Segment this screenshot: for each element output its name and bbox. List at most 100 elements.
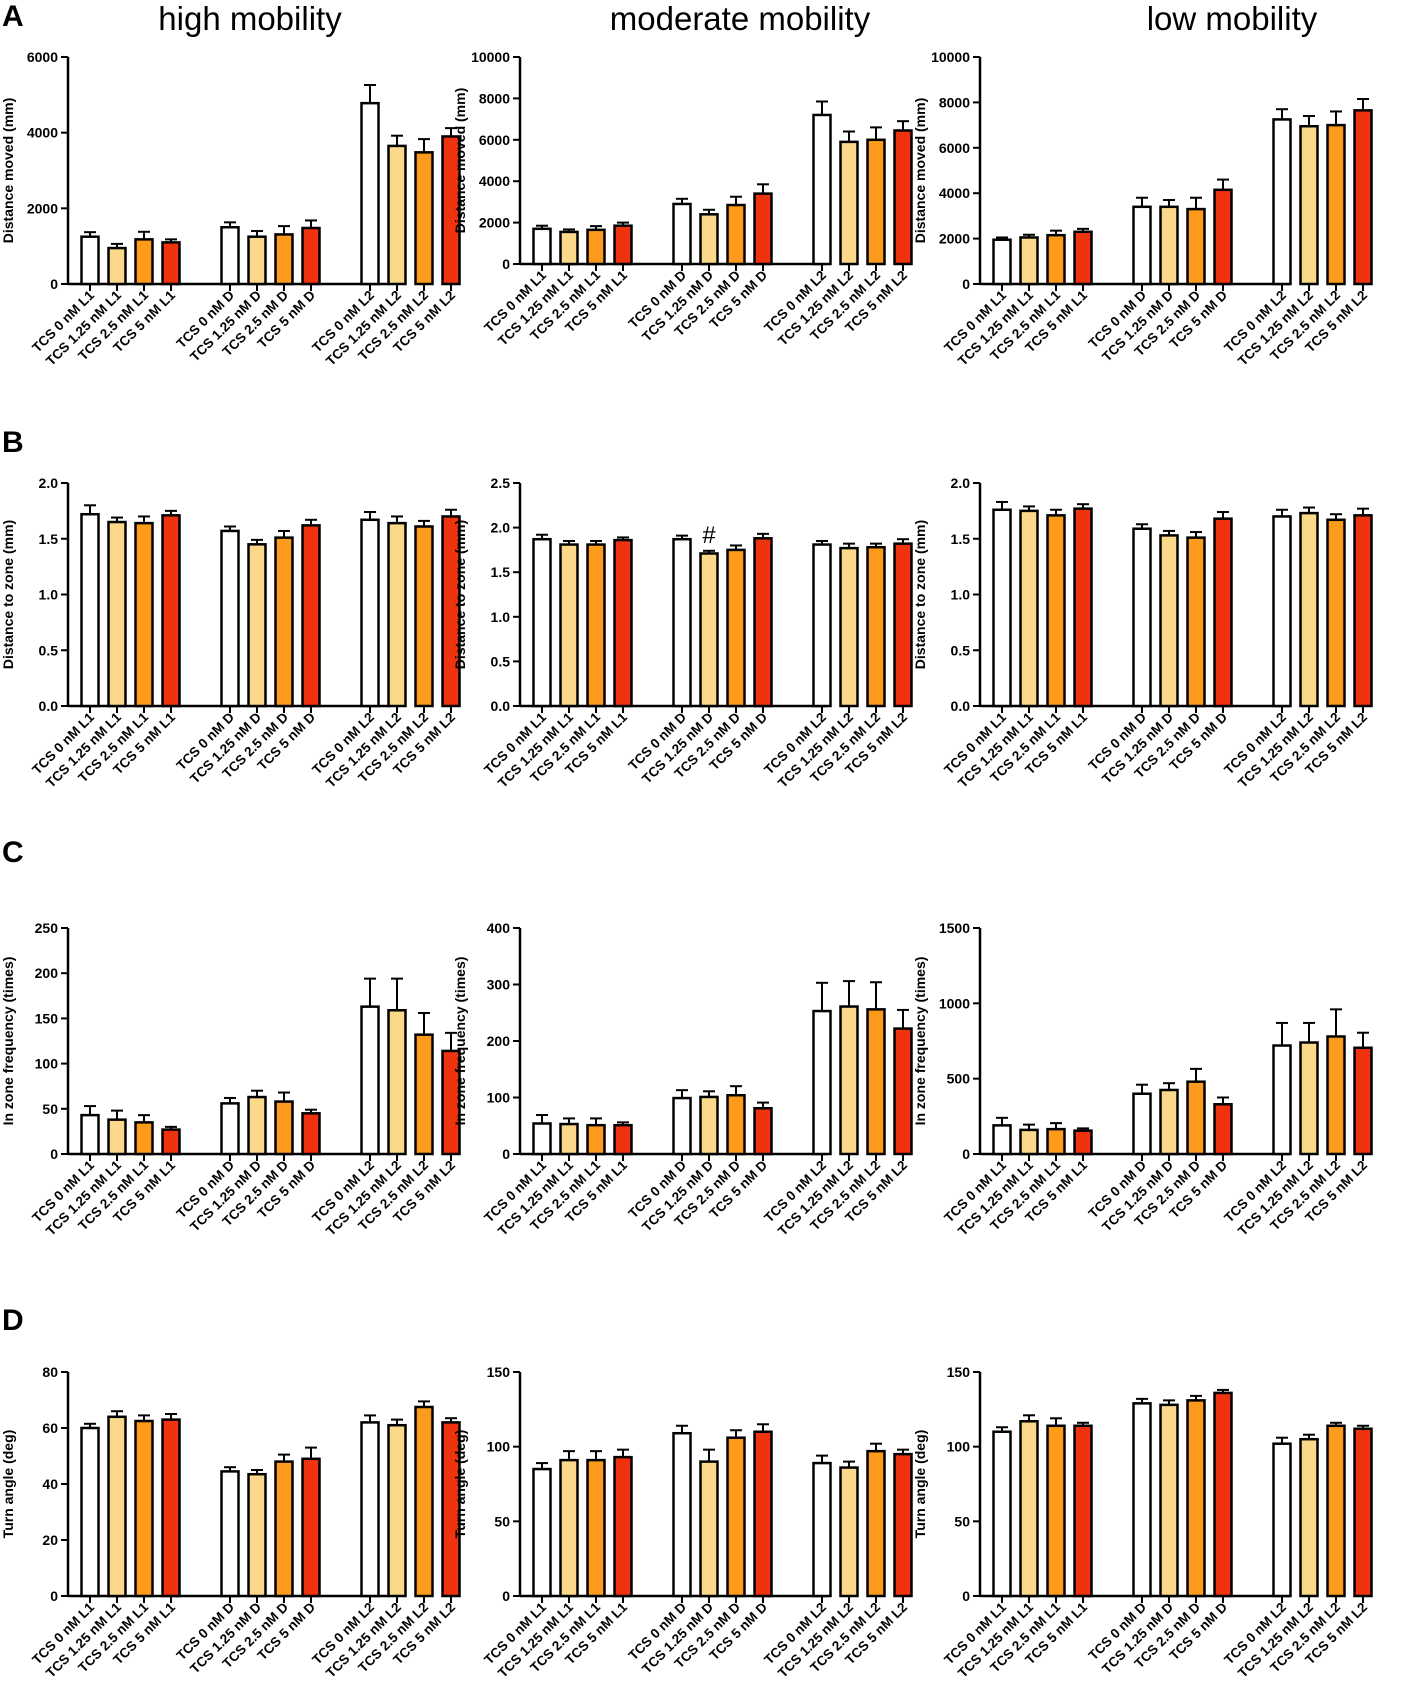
y-tick-label: 10000: [471, 49, 510, 65]
bar: [1073, 1424, 1093, 1598]
bar: [1353, 514, 1373, 708]
bar: [1046, 233, 1066, 286]
column-titles: high mobility moderate mobility low mobi…: [158, 0, 1317, 37]
bar: [161, 1418, 181, 1598]
bar: [161, 241, 181, 286]
bar: [220, 1102, 240, 1156]
bar: [387, 1009, 407, 1156]
bar: [1073, 507, 1093, 708]
y-tick-label: 0: [502, 256, 510, 272]
bar: [247, 543, 267, 708]
bar: [1353, 1046, 1373, 1156]
bar: [586, 1123, 606, 1156]
y-axis-label: Turn angle (deg): [912, 1430, 928, 1539]
y-tick-label: 1.0: [491, 609, 511, 625]
bar: [1132, 1402, 1152, 1598]
bar: [1159, 1403, 1179, 1598]
bar: [532, 1467, 552, 1598]
bar: [1186, 1399, 1206, 1598]
bar: [1299, 1437, 1319, 1598]
row-letter-c: C: [2, 836, 24, 869]
bar: [726, 203, 746, 266]
y-tick-label: 0.5: [39, 642, 59, 658]
bar: [699, 1095, 719, 1156]
bar: [360, 101, 380, 286]
bar: [1326, 1424, 1346, 1598]
y-tick-label: 10000: [931, 49, 970, 65]
bar: [414, 1405, 434, 1598]
bar: [1326, 518, 1346, 708]
column-title-low: low mobility: [1147, 0, 1318, 37]
bar: [1353, 1427, 1373, 1598]
y-tick-label: 1000: [939, 995, 970, 1011]
bar: [1046, 1127, 1066, 1156]
bar: [414, 151, 434, 286]
y-tick-label: 100: [947, 1439, 971, 1455]
bar: [1272, 118, 1292, 286]
y-tick-label: 0: [50, 276, 58, 292]
bar: [699, 552, 719, 708]
bar: [866, 138, 886, 266]
y-tick-label: 4000: [479, 173, 510, 189]
bar: [532, 537, 552, 708]
column-title-high: high mobility: [158, 0, 342, 37]
bar: [672, 1431, 692, 1598]
y-tick-label: 0.0: [491, 698, 511, 714]
bar: [274, 1460, 294, 1598]
y-tick-label: 0: [502, 1146, 510, 1162]
bar: [839, 1005, 859, 1156]
y-tick-label: 0.0: [951, 698, 971, 714]
bar: [80, 1426, 100, 1598]
y-tick-label: 50: [954, 1513, 970, 1529]
bar: [1299, 124, 1319, 286]
bar: [387, 521, 407, 708]
y-axis-label: In zone frequency (times): [0, 957, 16, 1126]
y-tick-label: 8000: [939, 94, 970, 110]
bar: [274, 1100, 294, 1156]
bar: [220, 226, 240, 286]
bar: [80, 512, 100, 708]
y-tick-label: 80: [42, 1364, 58, 1380]
bar: [247, 1472, 267, 1598]
y-tick-label: 400: [487, 920, 511, 936]
chart-A-moderate: 0 2000 4000 6000 8000 10000 Distance moved (mm…: [452, 49, 913, 349]
y-axis-label: Distance to zone (mm): [452, 520, 468, 669]
bar: [866, 545, 886, 708]
bar: [559, 230, 579, 266]
bar: [220, 529, 240, 708]
bar: [839, 546, 859, 708]
y-axis-label: Distance to zone (mm): [0, 520, 16, 669]
bar: [1272, 515, 1292, 708]
bar: [1186, 536, 1206, 708]
y-tick-label: 200: [35, 965, 59, 981]
y-tick-label: 500: [947, 1071, 971, 1087]
bar: [753, 1106, 773, 1156]
bar: [134, 521, 154, 708]
bar: [360, 518, 380, 708]
y-tick-label: 60: [42, 1420, 58, 1436]
y-tick-label: 4000: [939, 185, 970, 201]
bar: [839, 140, 859, 266]
y-axis-label: Distance moved (mm): [0, 98, 16, 243]
y-tick-label: 0: [962, 1146, 970, 1162]
bar: [80, 1113, 100, 1156]
y-tick-label: 1.5: [39, 531, 59, 547]
bar: [274, 536, 294, 708]
bar: [1159, 534, 1179, 708]
y-tick-label: 1500: [939, 920, 970, 936]
bar: [866, 1449, 886, 1598]
y-tick-label: 0: [502, 1588, 510, 1604]
bar: [559, 543, 579, 708]
y-tick-label: 0: [50, 1146, 58, 1162]
y-tick-label: 100: [487, 1439, 511, 1455]
bar: [301, 524, 321, 708]
bar: [1272, 1442, 1292, 1598]
bar: [613, 224, 633, 266]
bar: [753, 192, 773, 266]
bar: [532, 227, 552, 266]
bar: [107, 1118, 127, 1156]
